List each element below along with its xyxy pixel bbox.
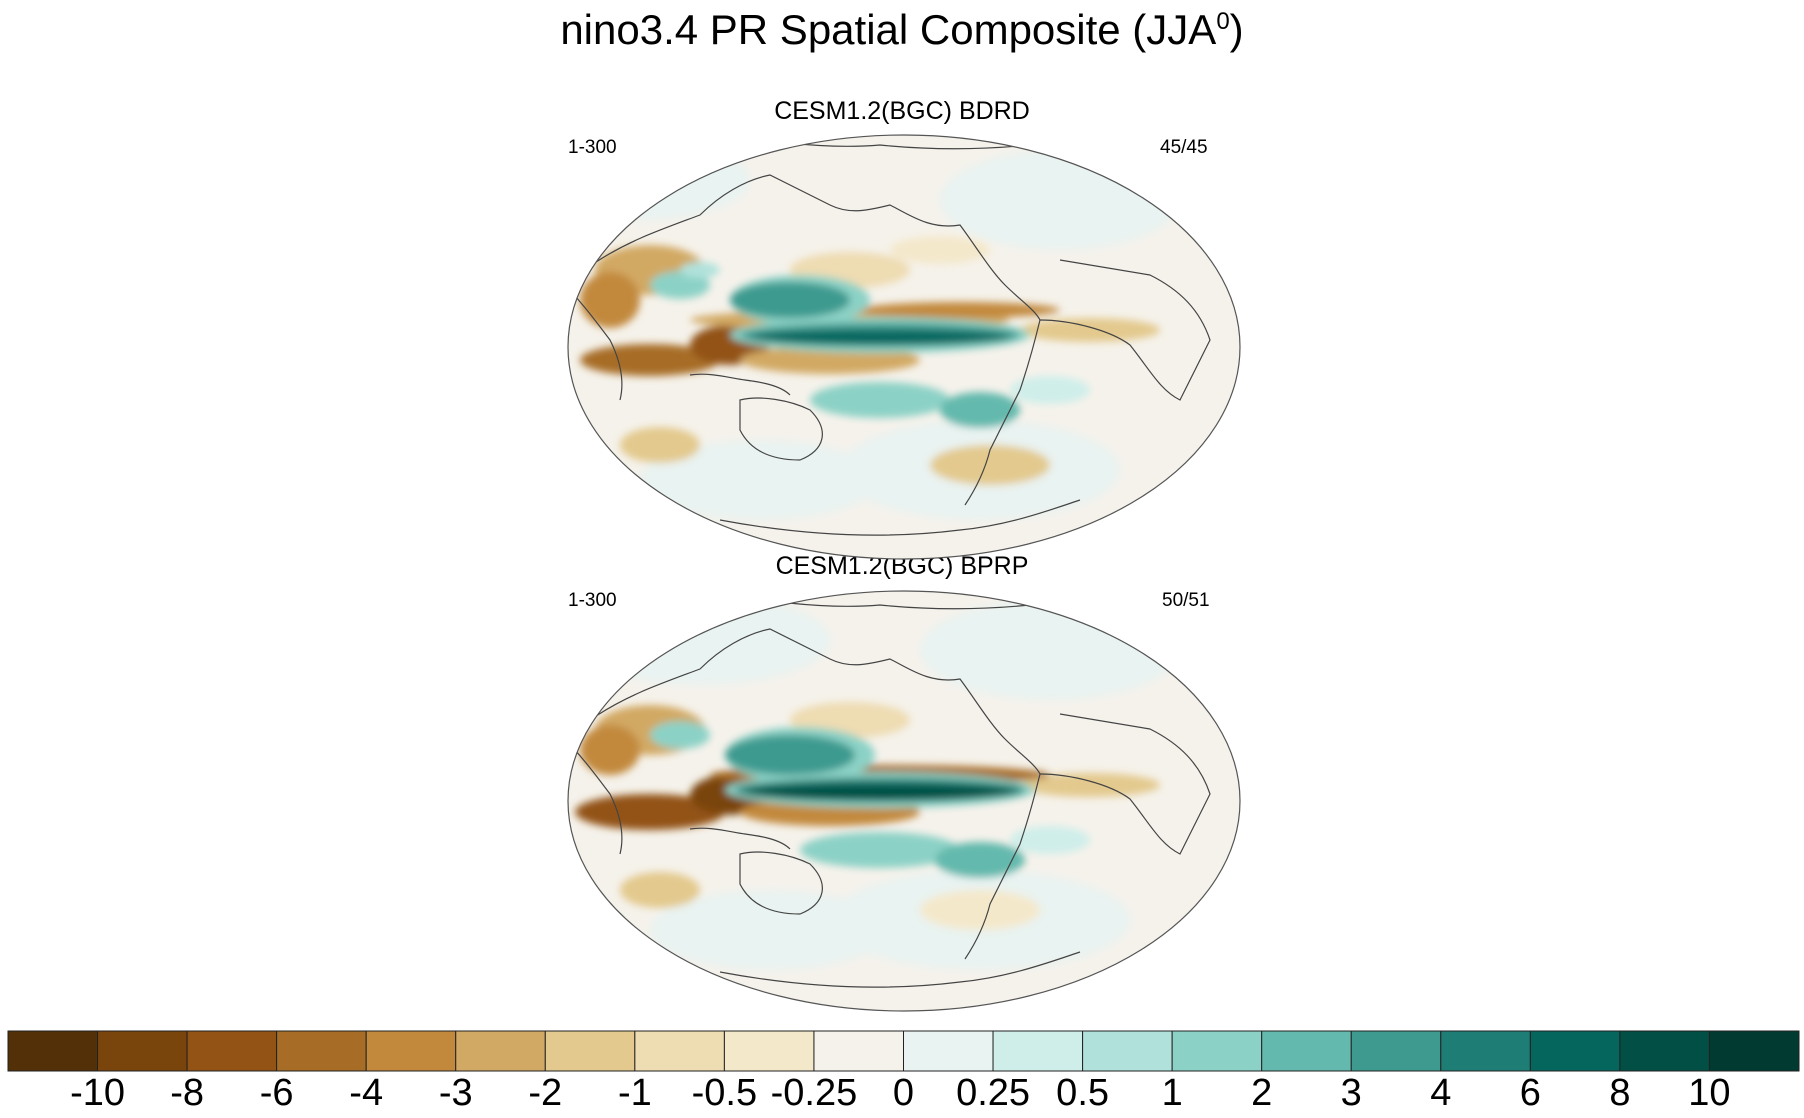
colorbar-tick-label: 10 (1688, 1072, 1731, 1114)
colorbar-tick-label: -0.25 (770, 1072, 858, 1114)
colorbar-tick-label: 8 (1609, 1072, 1631, 1114)
panel-1-count-label: 45/45 (1160, 137, 1208, 158)
colorbar-tick-label: -4 (349, 1072, 384, 1114)
colorbar-swatch (1082, 1030, 1173, 1072)
colorbar-swatch (1440, 1030, 1531, 1072)
colorbar-swatch (723, 1030, 815, 1072)
colorbar-tick-label: 2 (1251, 1072, 1273, 1114)
panel-2-count-label: 50/51 (1162, 590, 1210, 611)
colorbar-swatch (365, 1030, 457, 1072)
panel-2-map (567, 590, 1241, 1012)
colorbar-tick-label: -0.5 (691, 1072, 758, 1114)
colorbar-tick-label: -8 (170, 1072, 204, 1114)
colorbar-swatch (1529, 1030, 1621, 1072)
main-title: nino3.4 PR Spatial Composite (JJA0) (560, 6, 1244, 53)
panel-1-period-label: 1-300 (568, 137, 617, 158)
colorbar-tick-label: -10 (70, 1072, 126, 1114)
colorbar-tick-label: 0.5 (1056, 1072, 1110, 1114)
colorbar-tick-label: 6 (1519, 1072, 1541, 1114)
panel-2-coastlines (568, 591, 1211, 988)
colorbar-swatch (813, 1030, 905, 1072)
colorbar-swatch (634, 1030, 725, 1072)
colorbar (7, 1030, 1800, 1072)
colorbar-swatch (992, 1030, 1084, 1072)
panel-1-map (567, 134, 1241, 560)
colorbar-tick-label: -6 (259, 1072, 294, 1114)
colorbar-swatch (1171, 1030, 1263, 1072)
colorbar-swatch (544, 1030, 636, 1072)
colorbar-tick-label: 3 (1340, 1072, 1362, 1114)
panel-1-title: CESM1.2(BGC) BDRD (774, 97, 1030, 125)
colorbar-tick-label: 1 (1161, 1072, 1183, 1114)
colorbar-swatch (1350, 1030, 1442, 1072)
colorbar-swatch (97, 1030, 188, 1072)
colorbar-swatch (1261, 1030, 1352, 1072)
colorbar-tick-label: 0.25 (956, 1072, 1031, 1114)
colorbar-swatch (186, 1030, 278, 1072)
colorbar-swatch (7, 1030, 99, 1072)
colorbar-tick-label: 0 (892, 1072, 915, 1114)
panel-2-map-border (567, 590, 1241, 1012)
panel-2-period-label: 1-300 (568, 590, 617, 611)
panel-1-map-border (567, 134, 1241, 560)
colorbar-swatch (1708, 1030, 1800, 1072)
colorbar-swatch (276, 1030, 367, 1072)
colorbar-tick-label: -1 (617, 1072, 652, 1114)
colorbar-swatch (903, 1030, 994, 1072)
colorbar-swatch (1619, 1030, 1710, 1072)
colorbar-swatch (455, 1030, 546, 1072)
colorbar-tick-label: -3 (438, 1072, 473, 1114)
colorbar-tick-label: 4 (1430, 1072, 1452, 1114)
colorbar-tick-label: -2 (528, 1072, 563, 1114)
